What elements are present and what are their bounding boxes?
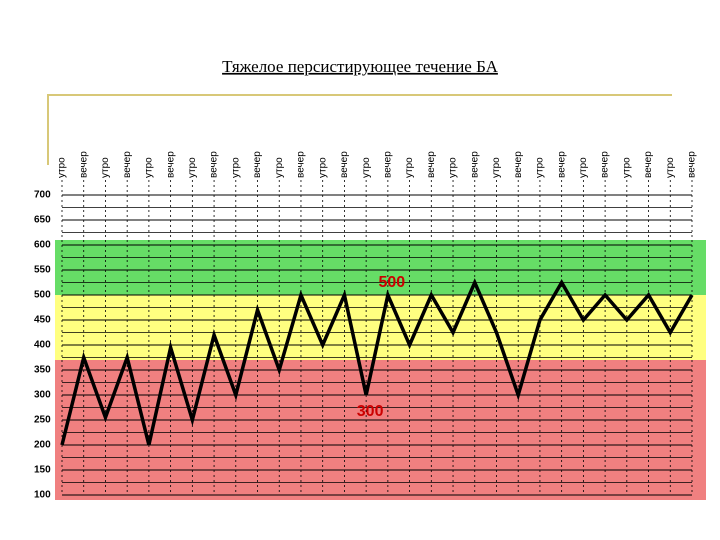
y-tick-label: 300 [34,390,51,401]
x-tick-label: вечер [339,151,350,178]
y-tick-label: 150 [34,465,51,476]
x-tick-label: утро [361,157,372,178]
y-tick-label: 250 [34,415,51,426]
x-tick-label: вечер [296,151,307,178]
annotation: 500 [379,274,406,291]
x-tick-label: вечер [209,151,220,178]
y-tick-label: 550 [34,265,51,276]
x-tick-label: вечер [556,151,567,178]
y-tick-label: 700 [34,190,51,201]
x-tick-label: вечер [513,151,524,178]
y-tick-label: 450 [34,315,51,326]
x-tick-label: утро [621,157,632,178]
x-tick-label: утро [535,157,546,178]
y-tick-label: 400 [34,340,51,351]
x-tick-label: утро [274,157,285,178]
data-line [60,278,694,446]
x-tick-label: утро [144,157,155,178]
x-tick-label: вечер [426,151,437,178]
x-tick-label: вечер [78,151,89,178]
x-tick-label: вечер [122,151,133,178]
annotation: 300 [357,403,384,420]
x-tick-label: утро [187,157,198,178]
y-tick-label: 600 [34,240,51,251]
x-tick-label: утро [578,157,589,178]
x-tick-label: вечер [252,151,263,178]
x-tick-label: утро [665,157,676,178]
chart-title: Тяжелое персистирующее течение БА [222,57,499,76]
x-tick-label: утро [317,157,328,178]
y-tick-label: 200 [34,440,51,451]
y-tick-label: 500 [34,290,51,301]
zone [55,240,706,295]
y-tick-label: 100 [34,490,51,501]
x-tick-label: вечер [469,151,480,178]
x-tick-label: утро [57,157,68,178]
x-tick-label: утро [448,157,459,178]
x-tick-label: вечер [165,151,176,178]
x-tick-label: утро [100,157,111,178]
x-tick-label: вечер [643,151,654,178]
y-tick-label: 350 [34,365,51,376]
x-tick-label: утро [404,157,415,178]
x-tick-label: утро [230,157,241,178]
x-tick-label: вечер [383,151,394,178]
x-tick-label: вечер [687,151,698,178]
frame-decoration [47,94,672,165]
x-tick-label: утро [491,157,502,178]
x-tick-label: вечер [600,151,611,178]
y-tick-label: 650 [34,215,51,226]
